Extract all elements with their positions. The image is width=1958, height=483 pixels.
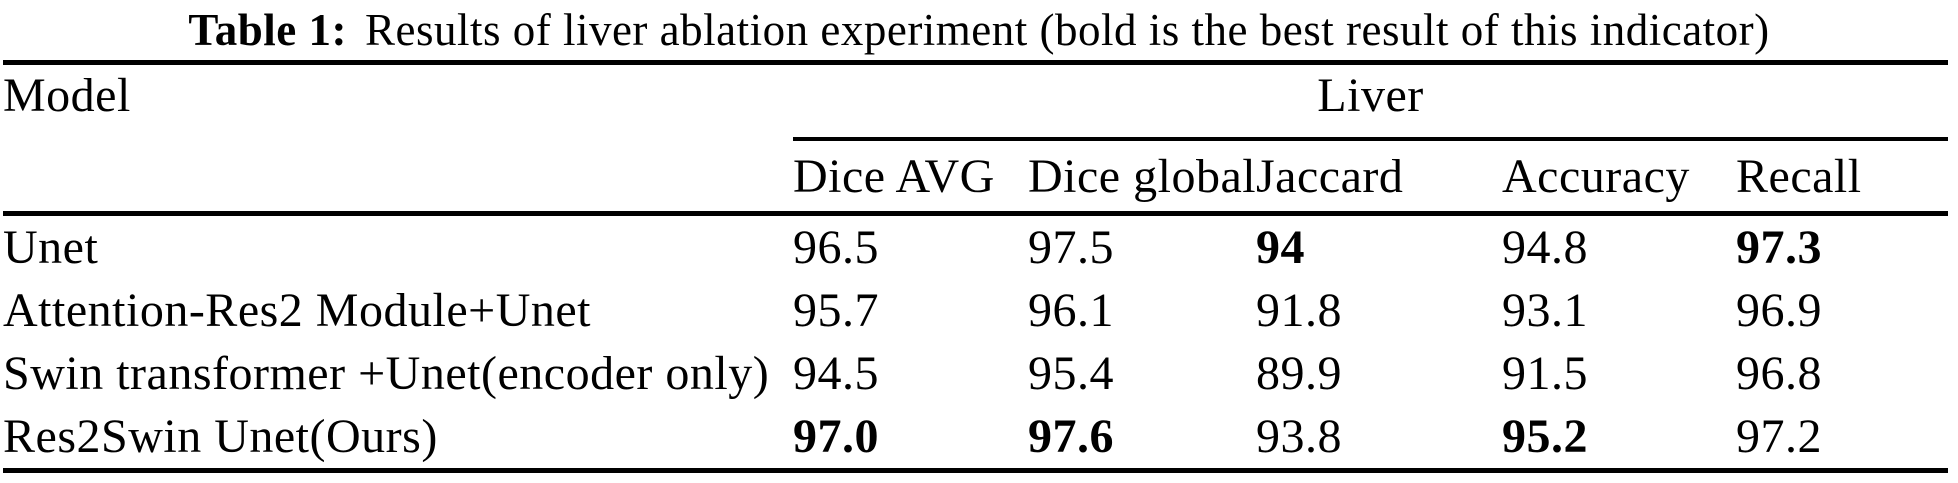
value-cell: 97.2 <box>1736 410 1822 463</box>
value-cell: 93.1 <box>1502 284 1588 337</box>
model-cell: Res2Swin Unet(Ours) <box>3 410 438 463</box>
value-cell: 96.8 <box>1736 347 1822 400</box>
value-cell: 91.8 <box>1256 284 1342 337</box>
value-cell: 95.4 <box>1028 347 1114 400</box>
model-cell: Attention-Res2 Module+Unet <box>3 284 591 337</box>
column-header-dice-avg: Dice AVG <box>793 139 1028 216</box>
value-cell: 95.2 <box>1502 410 1588 463</box>
value-cell: 97.5 <box>1028 221 1114 274</box>
column-header-row: Dice AVG Dice global Jaccard Accuracy Re… <box>3 139 1949 216</box>
results-table: Model Liver Dice AVG Dice global Jaccard… <box>3 60 1949 473</box>
value-cell: 94 <box>1256 221 1305 274</box>
table-row-unet: Unet 96.5 97.5 94 94.8 97.3 <box>3 214 1948 280</box>
value-cell: 95.7 <box>793 284 879 337</box>
value-cell: 97.6 <box>1028 410 1114 463</box>
model-cell: Swin transformer +Unet(encoder only) <box>3 347 770 400</box>
table-row-res2swin-ours: Res2Swin Unet(Ours) 97.0 97.6 93.8 95.2 … <box>3 405 1948 471</box>
value-cell: 96.9 <box>1736 284 1822 337</box>
group-header-liver: Liver <box>793 62 1949 141</box>
column-header-recall: Recall <box>1736 139 1949 216</box>
column-header-dice-global: Dice global <box>1028 139 1256 216</box>
table-caption-label: Table 1: <box>188 5 347 55</box>
value-cell: 89.9 <box>1256 347 1342 400</box>
table-row-swin-transformer: Swin transformer +Unet(encoder only) 94.… <box>3 342 1948 405</box>
table-caption: Table 1: Results of liver ablation experi… <box>0 0 1958 60</box>
column-header-jaccard: Jaccard <box>1256 139 1502 216</box>
value-cell: 94.5 <box>793 347 879 400</box>
value-cell: 97.3 <box>1736 221 1822 274</box>
value-cell: 93.8 <box>1256 410 1342 463</box>
value-cell: 91.5 <box>1502 347 1588 400</box>
group-header-row: Model Liver <box>3 62 1949 216</box>
table-caption-text: Results of liver ablation experiment (bo… <box>364 5 1770 55</box>
value-cell: 97.0 <box>793 410 879 463</box>
value-cell: 96.5 <box>793 221 879 274</box>
column-header-accuracy: Accuracy <box>1502 139 1736 216</box>
column-header-model: Model <box>3 62 793 216</box>
model-cell: Unet <box>3 221 99 274</box>
value-cell: 96.1 <box>1028 284 1114 337</box>
value-cell: 94.8 <box>1502 221 1588 274</box>
table-row-attention-res2: Attention-Res2 Module+Unet 95.7 96.1 91.… <box>3 279 1948 342</box>
